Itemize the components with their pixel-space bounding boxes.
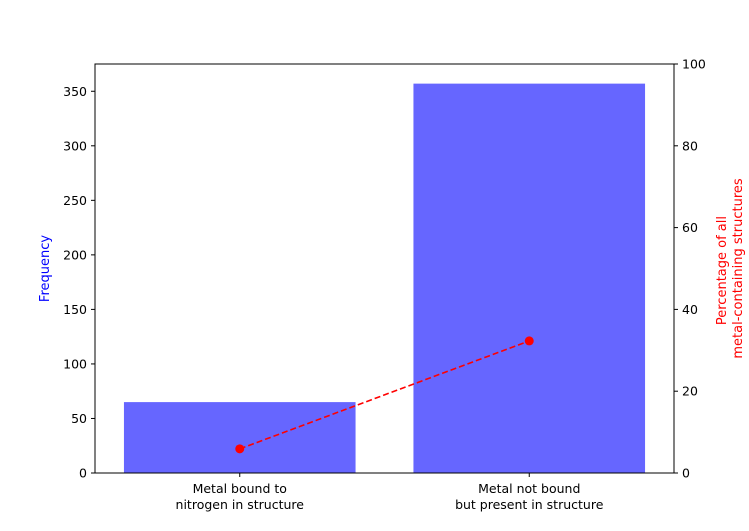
right-tick-label-5: 100 (682, 57, 706, 72)
x-tick-label-0-line-1: nitrogen in structure (176, 497, 305, 512)
left-tick-label-5: 250 (63, 193, 87, 208)
right-axis-title: Percentage of all metal-containing struc… (715, 178, 746, 359)
x-axis-ticks: Metal bound to nitrogen in structureMetal… (176, 473, 604, 512)
x-tick-label-1-line-0: Metal not bound (478, 481, 580, 496)
left-tick-label-4: 200 (63, 247, 87, 262)
left-tick-label-1: 50 (71, 411, 87, 426)
right-axis-ticks: 0 20 40 60 80 100 (674, 57, 706, 481)
left-axis-title: Frequency (38, 235, 53, 302)
plot-frame (94, 63, 675, 474)
right-tick-label-2: 40 (682, 302, 698, 317)
line-point-0 (235, 444, 245, 454)
left-tick-label-3: 150 (63, 302, 87, 317)
line-point-1 (524, 336, 534, 346)
left-tick-label-0: 0 (79, 466, 87, 481)
right-tick-label-3: 60 (682, 220, 698, 235)
left-tick-label-7: 350 (63, 84, 87, 99)
bar-1 (413, 83, 646, 473)
left-axis-ticks: 0 50 100 150 200 250 300 350 (63, 84, 95, 481)
x-tick-label-1-line-1: but present in structure (455, 497, 604, 512)
percentage-line-series (235, 336, 534, 454)
right-tick-label-0: 0 (682, 466, 690, 481)
right-axis-title-line-2: metal-containing structures (731, 178, 746, 359)
left-tick-label-6: 300 (63, 138, 87, 153)
left-tick-label-2: 100 (63, 356, 87, 371)
percentage-line (239, 340, 530, 450)
right-axis-title-line-1: Percentage of all (715, 216, 730, 325)
x-tick-label-0: Metal bound to nitrogen in structure (176, 481, 305, 512)
bar-series (123, 83, 646, 473)
x-tick-label-0-line-0: Metal bound to (193, 481, 287, 496)
bar-0 (123, 402, 356, 473)
right-tick-label-1: 20 (682, 384, 698, 399)
x-tick-label-1: Metal not bound but present in structure (455, 481, 604, 512)
right-tick-label-4: 80 (682, 138, 698, 153)
